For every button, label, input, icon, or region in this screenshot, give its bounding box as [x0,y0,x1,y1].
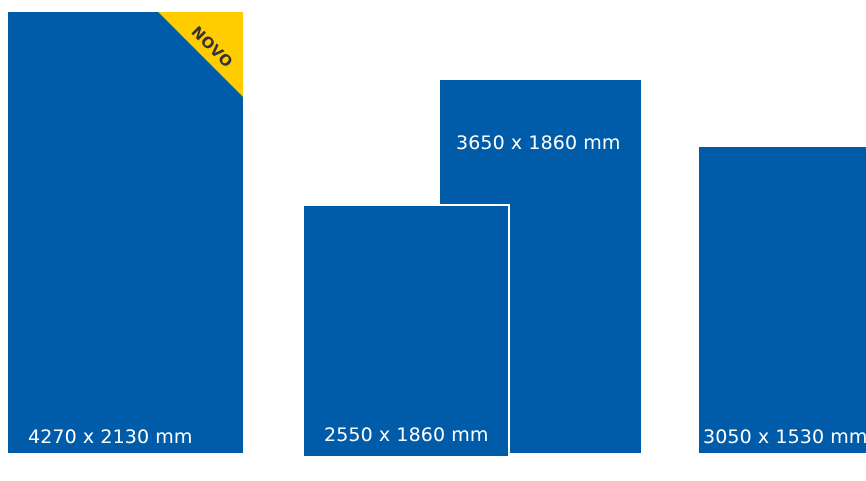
size-label-3650x1860: 3650 x 1860 mm [456,132,621,154]
size-label-3050x1530: 3050 x 1530 mm [703,426,866,448]
size-panel-3050x1530: 3050 x 1530 mm [699,147,866,453]
size-label-4270x2130: 4270 x 2130 mm [28,426,193,448]
size-label-2550x1860: 2550 x 1860 mm [324,424,489,446]
size-panel-4270x2130: NOVO 4270 x 2130 mm [8,12,243,453]
size-panel-2550x1860: 2550 x 1860 mm [304,204,510,456]
